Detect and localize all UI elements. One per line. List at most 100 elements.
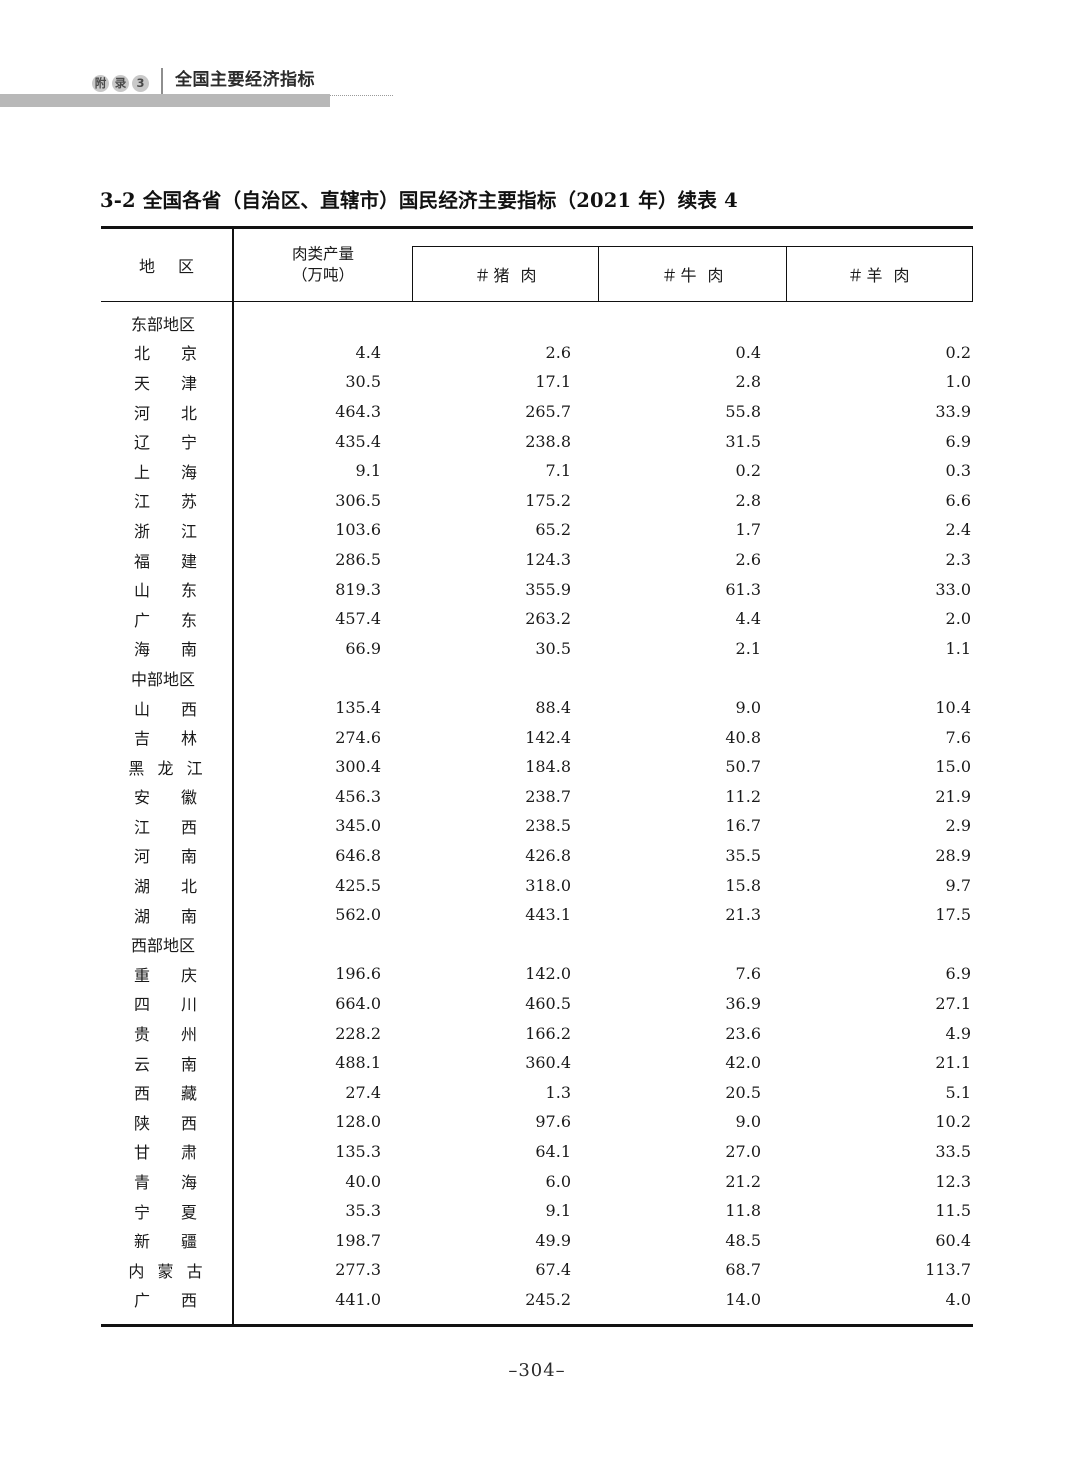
table-row: 山 西 135.4 88.4 9.0 10.4 [101,693,973,723]
meat-total-cell: 300.4 [335,757,381,777]
meat-total-cell: 664.0 [335,993,381,1013]
table-row: 宁 夏 35.3 9.1 11.8 11.5 [101,1196,973,1226]
appendix-char-1: 附 [92,75,109,92]
mutton-cell: 15.0 [935,757,971,777]
pork-cell: 65.2 [535,520,571,540]
mutton-cell: 2.4 [945,520,971,540]
region-name-cell: 吉 林 [133,729,211,749]
beef-cell: 9.0 [735,698,761,718]
beef-cell: 9.0 [735,1112,761,1132]
region-name-cell: 广 西 [133,1291,211,1311]
meat-total-cell: 457.4 [335,609,381,629]
mutton-cell: 10.4 [935,698,971,718]
meat-total-cell: 128.0 [335,1112,381,1132]
region-name-cell: 新 疆 [133,1232,211,1252]
table-row: 新 疆 198.7 49.9 48.5 60.4 [101,1225,973,1255]
pork-cell: 142.4 [525,727,571,747]
beef-cell: 27.0 [725,1141,761,1161]
column-header-mutton: ＃羊 肉 [847,266,913,285]
table-row: 四 川 664.0 460.5 36.9 27.1 [101,989,973,1019]
table-row: 北 京 4.4 2.6 0.4 0.2 [101,338,973,368]
region-name-cell: 黑 龙 江 [128,758,207,778]
column-header-region: 地 区 [138,257,204,276]
beef-cell: 68.7 [725,1260,761,1280]
table-row: 海 南 66.9 30.5 2.1 1.1 [101,634,973,664]
header-column-divider [232,229,234,303]
meat-total-cell: 30.5 [345,372,381,392]
pork-cell: 88.4 [535,698,571,718]
pork-cell: 9.1 [545,1201,571,1221]
table-row: 甘 肃 135.3 64.1 27.0 33.5 [101,1137,973,1167]
table-row: 安 徽 456.3 238.7 11.2 21.9 [101,782,973,812]
table-bottom-rule [101,1324,973,1328]
region-name-cell: 宁 夏 [133,1202,211,1222]
beef-cell: 2.6 [735,550,761,570]
region-name-cell: 内 蒙 古 [128,1261,207,1281]
table-row: 吉 林 274.6 142.4 40.8 7.6 [101,722,973,752]
pork-cell: 460.5 [525,993,571,1013]
meat-total-cell: 456.3 [335,786,381,806]
meat-total-cell: 103.6 [335,520,381,540]
appendix-number: 3 [132,75,149,92]
meat-total-cell: 27.4 [345,1082,381,1102]
pork-cell: 67.4 [535,1260,571,1280]
beef-cell: 21.3 [725,905,761,925]
table-header-rule [101,301,973,302]
beef-cell: 36.9 [725,993,761,1013]
header-divider [161,68,163,94]
pork-cell: 175.2 [525,490,571,510]
mutton-cell: 4.9 [945,1023,971,1043]
meat-total-cell: 274.6 [335,727,381,747]
mutton-cell: 21.9 [935,786,971,806]
statistics-table: 地 区 肉类产量 （万吨） ＃猪 肉 ＃牛 肉 ＃羊 肉 东部地区北 京 4.4 2… [101,226,973,1328]
pork-cell: 443.1 [525,905,571,925]
pork-cell: 355.9 [525,579,571,599]
table-row: 辽 宁 435.4 238.8 31.5 6.9 [101,426,973,456]
meat-total-cell: 345.0 [335,816,381,836]
table-row: 天 津 30.5 17.1 2.8 1.0 [101,367,973,397]
mutton-cell: 21.1 [935,1053,971,1073]
mutton-cell: 1.1 [945,638,971,658]
column-header-meat-output-line2: （万吨） [291,266,354,284]
table-row: 重 庆 196.6 142.0 7.6 6.9 [101,959,973,989]
meat-total-cell: 198.7 [335,1230,381,1250]
region-name-cell: 湖 北 [133,877,211,897]
table-top-rule [101,226,973,229]
pork-cell: 238.8 [525,431,571,451]
table-row: 山 东 819.3 355.9 61.3 33.0 [101,574,973,604]
pork-cell: 166.2 [525,1023,571,1043]
region-name-cell: 陕 西 [133,1113,211,1133]
beef-cell: 23.6 [725,1023,761,1043]
region-name-cell: 辽 宁 [133,433,211,453]
table-row: 青 海 40.0 6.0 21.2 12.3 [101,1166,973,1196]
region-name-cell: 贵 州 [133,1025,211,1045]
mutton-cell: 12.3 [935,1171,971,1191]
region-name-cell: 山 西 [133,699,211,719]
table-row: 河 南 646.8 426.8 35.5 28.9 [101,841,973,871]
table-row: 浙 江 103.6 65.2 1.7 2.4 [101,515,973,545]
region-name-cell: 河 北 [133,403,211,423]
meat-total-cell: 228.2 [335,1023,381,1043]
region-name-cell: 广 东 [133,610,211,630]
beef-cell: 35.5 [725,845,761,865]
table-row: 上 海 9.1 7.1 0.2 0.3 [101,456,973,486]
pork-cell: 2.6 [545,342,571,362]
region-name-cell: 天 津 [133,373,211,393]
column-header-meat-output: 肉类产量 （万吨） [234,229,412,301]
pork-cell: 360.4 [525,1053,571,1073]
mutton-cell: 17.5 [935,905,971,925]
region-group-label: 中部地区 [131,669,196,689]
region-name-cell: 北 京 [133,344,211,364]
meat-total-cell: 9.1 [355,461,381,481]
meat-total-cell: 562.0 [335,905,381,925]
meat-total-cell: 286.5 [335,550,381,570]
meat-total-cell: 425.5 [335,875,381,895]
region-group-label: 西部地区 [131,936,196,956]
mutton-cell: 7.6 [945,727,971,747]
mutton-cell: 33.9 [935,402,971,422]
meat-total-cell: 135.4 [335,698,381,718]
appendix-char-2: 录 [112,75,129,92]
mutton-cell: 0.2 [945,342,971,362]
beef-cell: 55.8 [725,402,761,422]
section-title: 全国主要经济指标 [175,70,315,91]
